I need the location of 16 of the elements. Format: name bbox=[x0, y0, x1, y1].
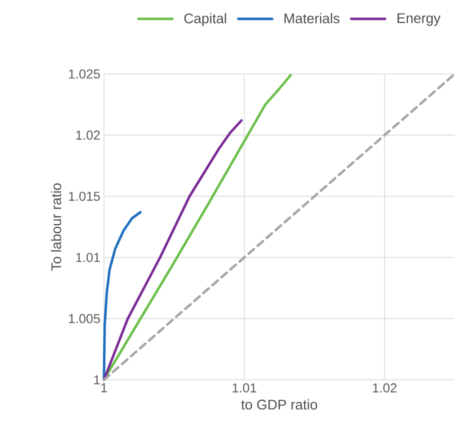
y-tick-label: 1.01 bbox=[76, 252, 100, 262]
y-tick-label: 1.02 bbox=[76, 130, 100, 140]
legend-label: Capital bbox=[184, 13, 226, 26]
line-series bbox=[102, 119, 243, 382]
x-tick-label: 1 bbox=[101, 383, 107, 392]
y-tick-label: 1.025 bbox=[69, 69, 100, 79]
line-series bbox=[102, 211, 142, 382]
y-axis-title: To labour ratio bbox=[50, 183, 62, 271]
y-tick-label: 1.015 bbox=[69, 192, 100, 201]
legend-label: Energy bbox=[398, 13, 441, 26]
y-tick-label: 1.005 bbox=[69, 314, 100, 324]
x-tick-label: 1.02 bbox=[372, 383, 397, 393]
x-tick-label: 1.01 bbox=[232, 383, 256, 393]
x-axis-title: to GDP ratio bbox=[241, 399, 318, 410]
legend-label: Materials bbox=[284, 13, 340, 24]
y-tick-label: 1 bbox=[94, 375, 100, 384]
